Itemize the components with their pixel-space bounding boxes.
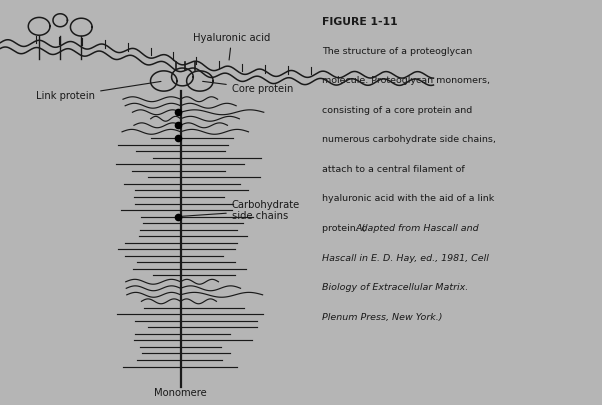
- Text: Adapted from Hascall and: Adapted from Hascall and: [355, 224, 479, 233]
- Text: FIGURE 1-11: FIGURE 1-11: [322, 17, 398, 27]
- Text: Hascall in E. D. Hay, ed., 1981, Cell: Hascall in E. D. Hay, ed., 1981, Cell: [322, 254, 489, 262]
- Text: protein. (: protein. (: [322, 224, 365, 233]
- Text: consisting of a core protein and: consisting of a core protein and: [322, 106, 473, 115]
- Text: Link protein: Link protein: [36, 81, 161, 101]
- Text: hyaluronic acid with the aid of a link: hyaluronic acid with the aid of a link: [322, 194, 494, 203]
- Text: Biology of Extracellular Matrix.: Biology of Extracellular Matrix.: [322, 283, 468, 292]
- Text: The structure of a proteoglycan: The structure of a proteoglycan: [322, 47, 473, 55]
- Text: attach to a central filament of: attach to a central filament of: [322, 165, 465, 174]
- Text: Core protein: Core protein: [203, 81, 293, 94]
- Text: Hyaluronic acid: Hyaluronic acid: [193, 32, 270, 60]
- Text: Monomere: Monomere: [154, 388, 207, 398]
- Text: molecule. Proteoglycan monomers,: molecule. Proteoglycan monomers,: [322, 76, 490, 85]
- Text: numerous carbohydrate side chains,: numerous carbohydrate side chains,: [322, 135, 496, 144]
- Text: Plenum Press, New York.): Plenum Press, New York.): [322, 313, 442, 322]
- Text: Carbohydrate
side chains: Carbohydrate side chains: [181, 200, 300, 221]
